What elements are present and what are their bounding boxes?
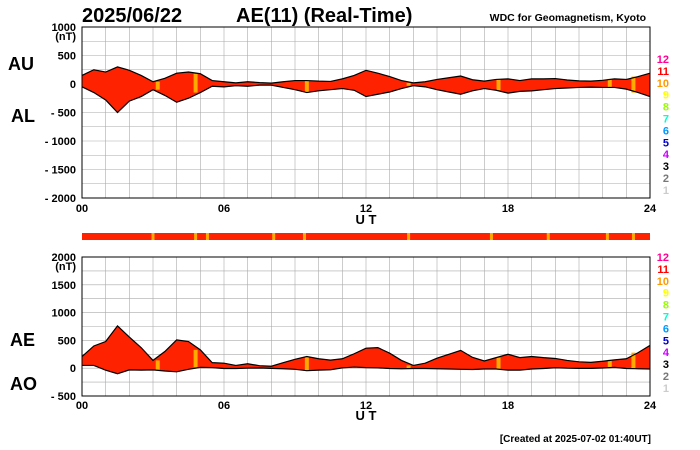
legend-level-8: 8 (663, 300, 669, 312)
quality-marker (631, 76, 636, 93)
y-tick-label: - 2000 (45, 193, 76, 205)
quality-marker (607, 78, 612, 88)
x-tick-label: 06 (218, 203, 230, 215)
legend-level-5: 5 (663, 137, 669, 149)
quality-strip-marker (272, 233, 276, 240)
quality-marker (193, 73, 198, 93)
legend-level-5: 5 (663, 335, 669, 347)
x-tick-label: 24 (644, 203, 657, 215)
x-tick-label: 18 (502, 203, 514, 215)
y-tick-label: 1000 (52, 22, 76, 34)
x-tick-label: 18 (502, 400, 514, 412)
legend-level-12: 12 (657, 252, 669, 264)
legend-level-8: 8 (663, 102, 669, 114)
y-tick-label: 1500 (52, 280, 76, 292)
au-al-area (82, 66, 650, 113)
quality-strip-marker (489, 233, 493, 240)
legend-level-4: 4 (663, 149, 670, 161)
quality-marker (304, 356, 309, 371)
legend-level-6: 6 (663, 125, 669, 137)
plot-frame (81, 256, 651, 397)
al-label: AL (11, 106, 35, 126)
y-tick-label: - 1000 (45, 136, 76, 148)
legend-level-3: 3 (663, 161, 669, 173)
legend-level-11: 11 (657, 264, 669, 276)
au-line (81, 66, 651, 84)
legend-level-10: 10 (657, 276, 669, 288)
quality-strip-marker (151, 233, 155, 240)
y-tick-label: 1000 (52, 308, 76, 320)
legend-level-2: 2 (663, 371, 669, 383)
ae-label: AE (10, 330, 35, 350)
y-tick-label: 0 (70, 79, 76, 91)
legend-level-9: 9 (663, 288, 669, 300)
chart-date: 2025/06/22 (82, 5, 182, 27)
y-tick-label: - 500 (51, 108, 76, 120)
legend-level-6: 6 (663, 323, 669, 335)
al-line (81, 84, 651, 114)
legend-level-12: 12 (657, 54, 669, 66)
quality-strip-marker (605, 233, 609, 240)
quality-marker (607, 359, 612, 368)
x-tick-label: 12 (360, 203, 372, 215)
quality-strip (82, 233, 650, 240)
ae-ao-area (82, 325, 650, 374)
ao-line (82, 364, 651, 375)
legend-level-7: 7 (663, 114, 669, 126)
x-tick-label: 00 (76, 400, 88, 412)
y-tick-label: 0 (70, 363, 76, 375)
quality-marker (155, 360, 160, 370)
chart-title: AE(11) (Real-Time) (236, 5, 412, 27)
quality-marker (406, 82, 411, 86)
legend-level-11: 11 (657, 66, 669, 78)
quality-marker (304, 80, 309, 93)
quality-strip-marker (194, 233, 198, 240)
ae-line (81, 325, 651, 367)
y-tick-label: 500 (58, 335, 76, 347)
au-label: AU (8, 54, 34, 74)
ae-ao-unit-label: (nT) (55, 261, 76, 273)
legend-level-1: 1 (663, 185, 669, 197)
quality-marker (155, 81, 160, 90)
quality-strip-band (82, 233, 650, 240)
x-axis-label: U T (356, 212, 377, 227)
quality-strip-marker (407, 233, 411, 240)
x-tick-label: 24 (644, 400, 657, 412)
y-tick-label: - 1500 (45, 165, 76, 177)
legend-level-7: 7 (663, 312, 669, 324)
plot-frame (81, 26, 651, 199)
legend-level-10: 10 (657, 78, 669, 90)
quality-strip-marker (205, 233, 209, 240)
quality-strip-marker (302, 233, 306, 240)
quality-marker (406, 365, 411, 369)
quality-marker (193, 349, 198, 368)
au-al-unit-label: (nT) (55, 31, 76, 43)
legend-level-1: 1 (663, 383, 669, 395)
created-timestamp: [Created at 2025-07-02 01:40UT] (500, 434, 651, 445)
y-tick-label: 500 (58, 51, 76, 63)
ao-label: AO (10, 374, 37, 394)
quality-marker (631, 352, 636, 369)
quality-strip-marker (631, 233, 635, 240)
legend-level-9: 9 (663, 90, 669, 102)
quality-marker (496, 79, 501, 91)
x-axis-label: U T (356, 408, 377, 423)
y-tick-label: 2000 (52, 252, 76, 264)
legend-level-4: 4 (663, 347, 670, 359)
x-tick-label: 00 (76, 203, 88, 215)
quality-strip-marker (546, 233, 550, 240)
x-tick-label: 06 (218, 400, 230, 412)
x-tick-label: 12 (360, 400, 372, 412)
y-tick-label: - 500 (51, 391, 76, 403)
quality-marker (496, 357, 501, 370)
chart-source: WDC for Geomagnetism, Kyoto (490, 12, 646, 24)
legend-level-3: 3 (663, 359, 669, 371)
legend-level-2: 2 (663, 173, 669, 185)
